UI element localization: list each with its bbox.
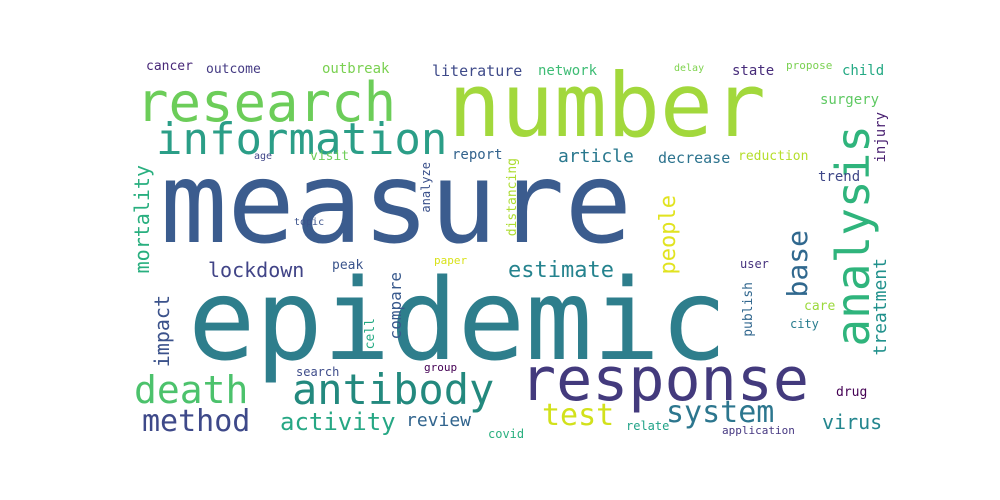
word-outbreak: outbreak — [322, 61, 390, 77]
word-lockdown: lockdown — [208, 258, 305, 282]
word-base: base — [781, 230, 814, 298]
word-death: death — [134, 368, 249, 412]
word-peak: peak — [332, 258, 364, 273]
word-delay: delay — [674, 63, 705, 74]
word-surgery: surgery — [820, 92, 880, 108]
word-information: information — [156, 114, 448, 165]
word-compare: compare — [386, 272, 405, 340]
word-people: people — [656, 195, 681, 275]
word-distancing: distancing — [505, 158, 520, 237]
word-injury: injury — [873, 112, 889, 163]
word-number: number — [448, 54, 766, 157]
word-test: test — [542, 398, 615, 433]
word-impact: impact — [150, 295, 174, 368]
word-outcome: outcome — [206, 62, 261, 77]
word-method: method — [142, 404, 251, 439]
word-reduction: reduction — [738, 149, 809, 164]
word-drug: drug — [836, 385, 868, 400]
word-report: report — [452, 147, 503, 163]
word-user: user — [740, 257, 769, 271]
word-mortality: mortality — [130, 165, 154, 274]
word-topic: topic — [294, 217, 325, 228]
word-antibody: antibody — [292, 365, 495, 414]
word-network: network — [538, 63, 598, 79]
word-application: application — [722, 424, 795, 437]
word-child: child — [842, 63, 885, 79]
word-paper: paper — [434, 254, 468, 267]
word-decrease: decrease — [658, 149, 731, 167]
word-activity: activity — [280, 408, 396, 436]
word-state: state — [732, 63, 775, 79]
word-literature: literature — [432, 62, 523, 80]
word-care: care — [804, 299, 836, 314]
word-epidemic: epidemic — [188, 256, 728, 386]
word-age: age — [254, 151, 273, 162]
word-research: research — [136, 71, 397, 134]
word-cell: cell — [363, 318, 378, 350]
word-virus: virus — [822, 410, 883, 434]
word-cancer: cancer — [146, 59, 193, 74]
word-analyze: analyze — [419, 162, 433, 213]
word-response: response — [520, 345, 809, 415]
word-measure: measure — [160, 139, 633, 269]
word-trend: trend — [818, 169, 861, 185]
word-publish: publish — [741, 282, 756, 337]
word-visit: visit — [310, 149, 350, 164]
word-treatment: treatment — [870, 258, 891, 356]
word-propose: propose — [786, 59, 833, 72]
word-city: city — [790, 317, 819, 331]
word-relate: relate — [626, 419, 670, 433]
word-group: group — [424, 361, 458, 374]
word-covid: covid — [488, 427, 525, 441]
word-search: search — [296, 365, 340, 379]
word-system: system — [666, 395, 775, 430]
word-review: review — [406, 410, 472, 431]
word-estimate: estimate — [508, 258, 614, 283]
word-article: article — [558, 146, 634, 167]
